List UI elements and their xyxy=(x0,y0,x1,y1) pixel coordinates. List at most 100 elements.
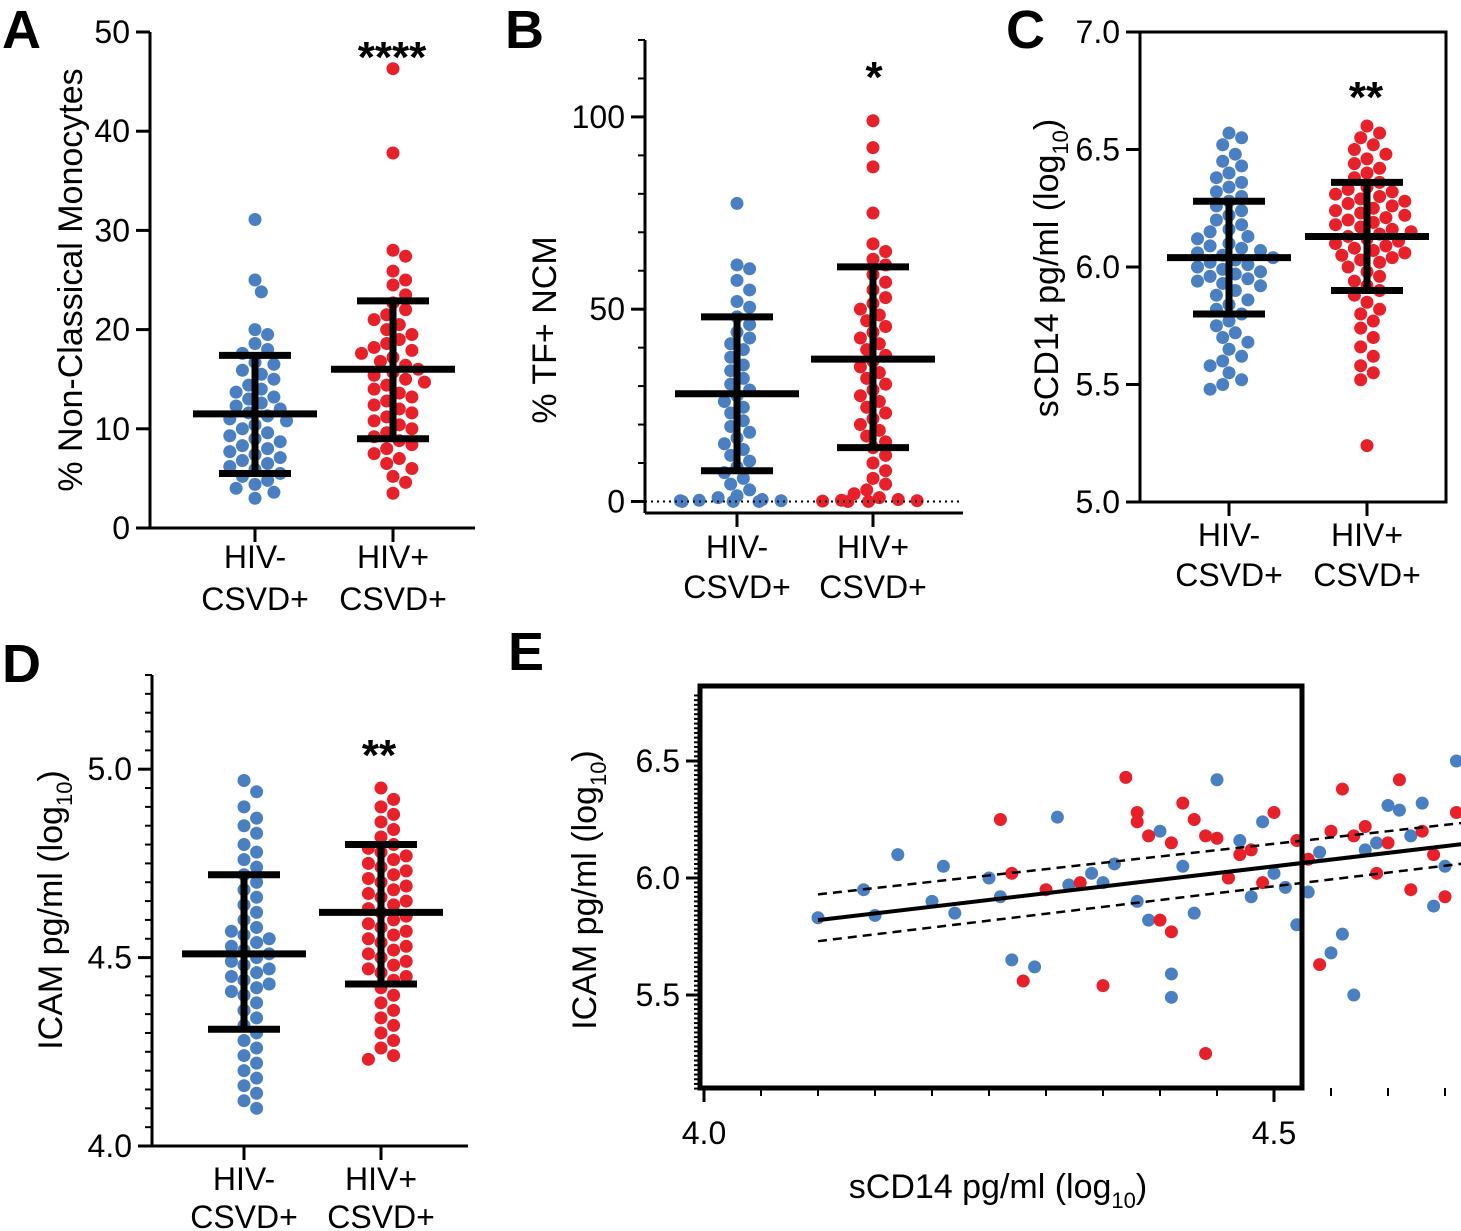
panel-d-point-series1 xyxy=(225,970,238,983)
panel-b-point-series2 xyxy=(854,332,867,345)
panel-b-point-series2 xyxy=(854,418,867,431)
panel-d-point-series2 xyxy=(375,1042,388,1055)
panel-c-tick-label: 7.0 xyxy=(1076,14,1120,50)
panel-b-point-series2 xyxy=(879,320,892,333)
panel-d-point-series1 xyxy=(238,853,251,866)
panel-c-point-series2 xyxy=(1361,296,1374,309)
panel-b-point-series1 xyxy=(743,455,756,468)
panel-b-point-series2 xyxy=(879,478,892,491)
panel-d-point-series2 xyxy=(400,955,413,968)
panel-a-point-series1 xyxy=(230,482,243,495)
panel-b-point-series2 xyxy=(854,303,867,316)
panel-a-point-series2 xyxy=(399,303,412,316)
panel-c-point-series2 xyxy=(1367,315,1380,328)
panel-d-tick-label: 5.0 xyxy=(88,751,132,787)
panel-e-point-series2 xyxy=(1450,806,1461,819)
panel-c-point-series2 xyxy=(1373,303,1386,316)
panel-d-point-series2 xyxy=(400,895,413,908)
panel-e-point-series2 xyxy=(1359,820,1372,833)
panel-b-point-series1 xyxy=(693,494,706,507)
panel-d-point-series2 xyxy=(400,880,413,893)
panel-a-point-series1 xyxy=(267,358,280,371)
panel-d-point-series2 xyxy=(387,823,400,836)
panel-c-point-series2 xyxy=(1348,275,1361,288)
panel-a-point-series1 xyxy=(267,486,280,499)
panel-b-point-series1 xyxy=(743,283,756,296)
panel-a-tick-label: 30 xyxy=(94,212,130,248)
panel-c-point-series1 xyxy=(1235,373,1248,386)
panel-b-point-series1 xyxy=(718,437,731,450)
panel-c-point-series1 xyxy=(1191,275,1204,288)
panel-c-tick-label: 6.5 xyxy=(1076,132,1120,168)
panel-c-point-series2 xyxy=(1373,162,1386,175)
panel-a-category-1-line2: CSVD+ xyxy=(201,581,309,617)
panel-d-y-axis-title: ICAM pg/ml (log10) xyxy=(32,770,77,1050)
panel-e-point-series1 xyxy=(1131,895,1144,908)
panel-a-point-series1 xyxy=(249,337,262,350)
panel-c-point-series1 xyxy=(1210,214,1223,227)
panel-e-point-series1 xyxy=(1211,773,1224,786)
panel-c-point-series1 xyxy=(1216,331,1229,344)
panel-d-point-series2 xyxy=(362,917,375,930)
panel-d-point-series1 xyxy=(263,977,276,990)
panel-d-point-series1 xyxy=(250,1087,263,1100)
panel-b-point-series2 xyxy=(867,141,880,154)
panel-d-point-series1 xyxy=(250,936,263,949)
panel-d-point-series1 xyxy=(250,827,263,840)
panel-e-point-series1 xyxy=(1279,881,1292,894)
panel-b-point-series2 xyxy=(867,160,880,173)
panel-b-point-series2 xyxy=(879,378,892,391)
panel-c-point-series1 xyxy=(1216,138,1229,151)
panel-d-point-series2 xyxy=(400,925,413,938)
panel-d-category-2-line2: CSVD+ xyxy=(327,1199,435,1231)
panel-e-point-series2 xyxy=(1199,829,1212,842)
panel-c-point-series2 xyxy=(1373,190,1386,203)
panel-d-point-series2 xyxy=(400,849,413,862)
panel-c-tick-label: 5.0 xyxy=(1076,484,1120,520)
panel-b-tick-label: 0 xyxy=(607,483,625,519)
panel-e-x-tick-label: 4.0 xyxy=(682,1115,726,1151)
panel-e-point-series1 xyxy=(1108,857,1121,870)
panel-b-point-series2 xyxy=(879,245,892,258)
panel-a-tick-label: 0 xyxy=(112,510,130,546)
panel-d-point-series1 xyxy=(238,1034,251,1047)
panel-d-tick-label: 4.5 xyxy=(88,940,132,976)
panel-b-point-series1 xyxy=(731,295,744,308)
panel-a-point-series1 xyxy=(236,454,249,467)
panel-e-ci-upper xyxy=(818,784,1461,894)
panel-b: B 0 50 100 * % TF+ NCM HIV- CSVD+ HIV+ CSV… xyxy=(505,0,963,605)
panel-a-point-series1 xyxy=(274,451,287,464)
panel-c-point-series1 xyxy=(1223,167,1236,180)
panel-b-point-series2 xyxy=(879,464,892,477)
panel-a-point-series1 xyxy=(261,457,274,470)
panel-b-point-series2 xyxy=(867,472,880,485)
panel-d-point-series1 xyxy=(238,800,251,813)
panel-d-category-1-line1: HIV- xyxy=(213,1161,275,1197)
panel-d-point-series1 xyxy=(250,1102,263,1115)
panel-a-category-2-line2: CSVD+ xyxy=(339,581,447,617)
panel-c-point-series2 xyxy=(1398,195,1411,208)
panel-c-point-series1 xyxy=(1210,185,1223,198)
panel-e-point-series2 xyxy=(1131,815,1144,828)
panel-c-frame xyxy=(1140,32,1446,502)
panel-e-point-series1 xyxy=(1005,953,1018,966)
panel-d-category-1-line2: CSVD+ xyxy=(190,1199,298,1231)
panel-c-category-2-line2: CSVD+ xyxy=(1313,557,1421,593)
panel-d-point-series1 xyxy=(250,785,263,798)
panel-a: A 0 10 20 30 40 50 **** % Non-Classical Monoc… xyxy=(2,0,475,617)
panel-a-point-series1 xyxy=(223,445,236,458)
panel-c-point-series1 xyxy=(1210,289,1223,302)
panel-a-point-series2 xyxy=(393,452,406,465)
panel-c-point-series2 xyxy=(1373,256,1386,269)
panel-e-letter: E xyxy=(508,622,544,682)
panel-e-point-series2 xyxy=(1119,771,1132,784)
panel-d-point-series1 xyxy=(250,812,263,825)
panel-a-point-series2 xyxy=(387,278,400,291)
panel-d-point-series2 xyxy=(362,872,375,885)
panel-a-point-series2 xyxy=(405,462,418,475)
panel-c-point-series2 xyxy=(1342,261,1355,274)
panel-e-point-series2 xyxy=(1404,883,1417,896)
panel-a-tick-label: 50 xyxy=(94,14,130,50)
panel-b-letter: B xyxy=(505,0,544,60)
panel-b-point-series2 xyxy=(854,389,867,402)
